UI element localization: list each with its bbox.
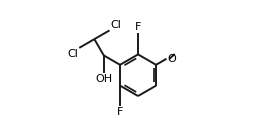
Text: O: O [167,54,176,64]
Text: F: F [135,22,141,32]
Text: Cl: Cl [110,20,121,30]
Text: F: F [117,107,123,117]
Text: OH: OH [95,74,112,84]
Text: Cl: Cl [68,48,79,58]
